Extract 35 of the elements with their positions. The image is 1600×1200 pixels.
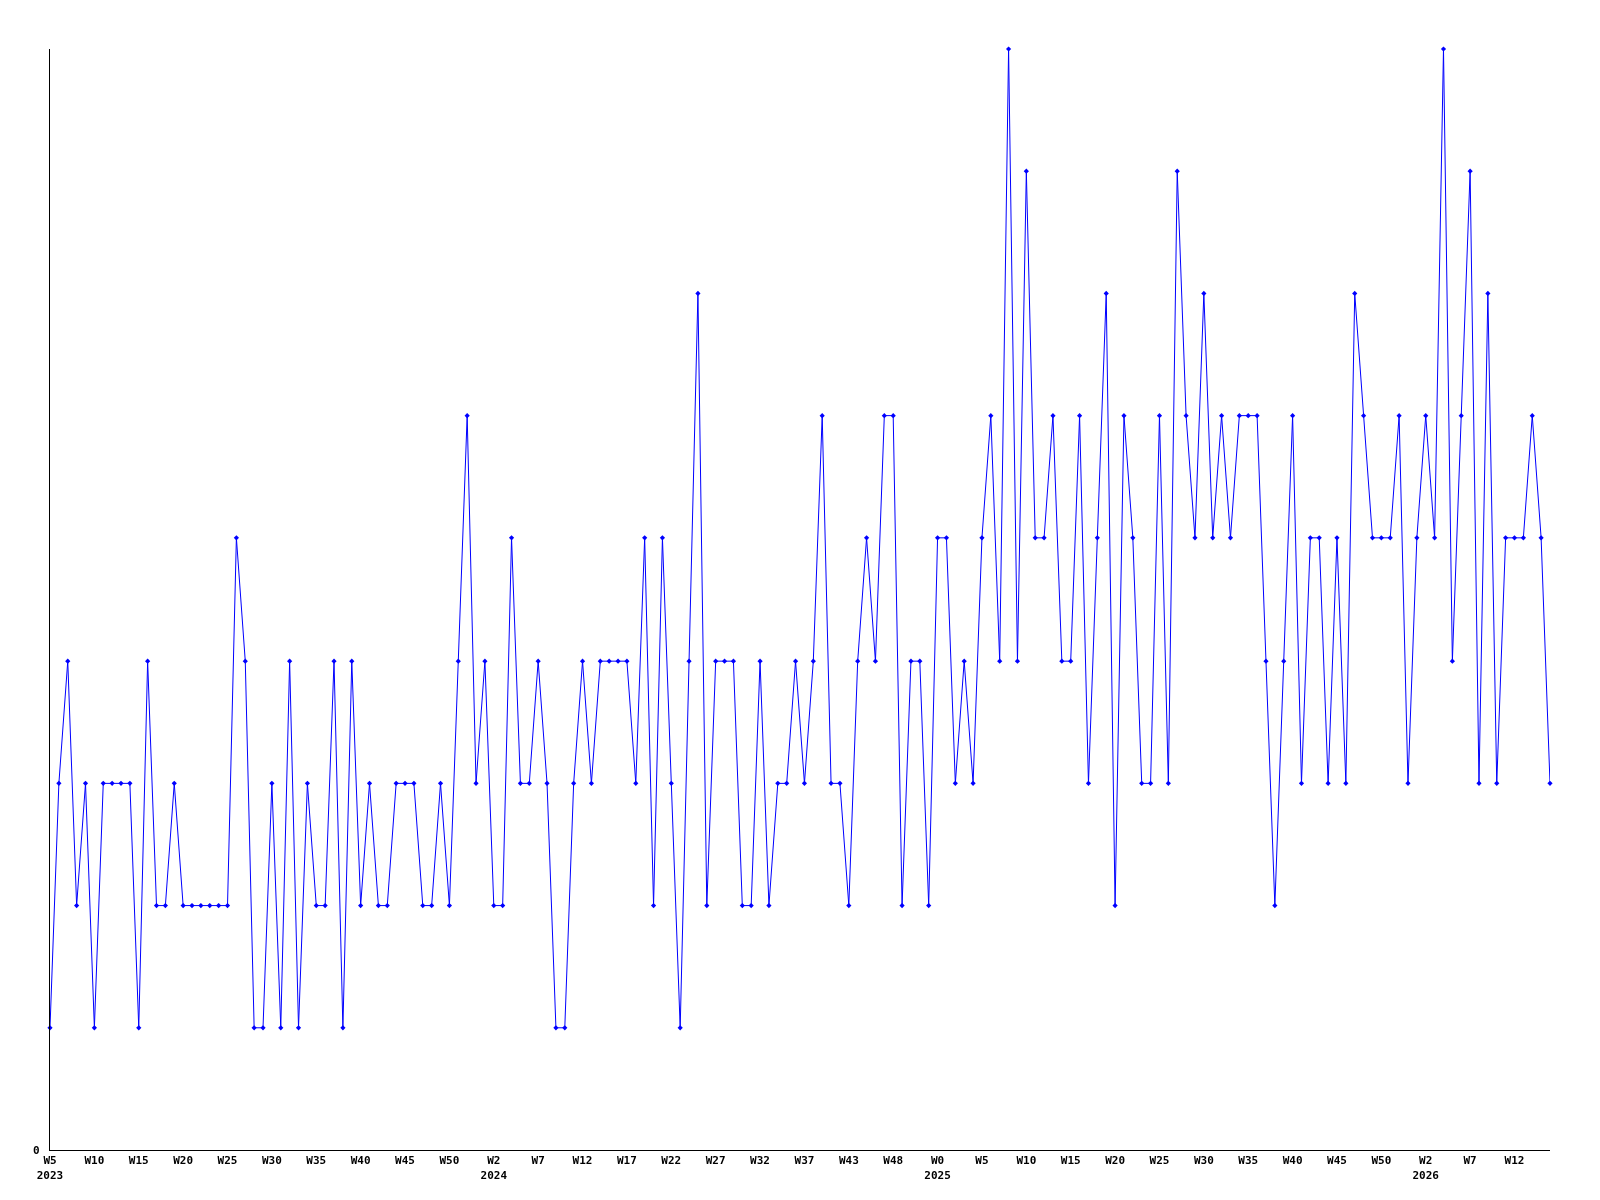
- x-tick-label: W5 2023: [36, 1154, 64, 1182]
- x-tick-label: W7: [1463, 1154, 1477, 1168]
- x-tick-label: W35: [1238, 1154, 1259, 1168]
- x-tick-label: W15: [1060, 1154, 1081, 1168]
- x-tick-label: W10: [84, 1154, 105, 1168]
- x-tick-label: W12: [572, 1154, 593, 1168]
- x-tick-label: W25: [217, 1154, 238, 1168]
- x-tick-label: W45: [1327, 1154, 1347, 1168]
- x-tick-label: W43: [838, 1154, 859, 1168]
- x-tick-label: W10: [1016, 1154, 1037, 1168]
- x-tick-label: W20: [173, 1154, 194, 1168]
- x-tick-label: W37: [794, 1154, 815, 1168]
- x-tick-label: W7: [531, 1154, 545, 1168]
- x-tick-label: W2 2024: [480, 1154, 508, 1182]
- x-tick-label: W17: [616, 1154, 637, 1168]
- x-tick-label: W20: [1105, 1154, 1126, 1168]
- x-tick-label: W0 2025: [924, 1154, 951, 1182]
- x-tick-label: W30: [261, 1154, 282, 1168]
- x-tick-label: W50: [439, 1154, 460, 1168]
- x-tick-label: W30: [1193, 1154, 1214, 1168]
- text: 0: [33, 1144, 40, 1157]
- x-tick-label: W50: [1371, 1154, 1392, 1168]
- x-tick-label: W27: [705, 1154, 726, 1168]
- x-tick-label: W40: [1282, 1154, 1303, 1168]
- x-tick-label: W22: [661, 1154, 682, 1168]
- x-tick-label: W32: [750, 1154, 770, 1168]
- x-tick-label: W40: [350, 1154, 371, 1168]
- x-tick-label: W25: [1149, 1154, 1170, 1168]
- x-tick-label: W12: [1504, 1154, 1525, 1168]
- x-tick-label: W5: [975, 1154, 989, 1168]
- x-tick-label: W15: [128, 1154, 149, 1168]
- x-tick-label: W45: [395, 1154, 415, 1168]
- x-tick-label: W48: [883, 1154, 904, 1168]
- x-tick-label: W35: [306, 1154, 327, 1168]
- x-tick-label: W2 2026: [1412, 1154, 1440, 1182]
